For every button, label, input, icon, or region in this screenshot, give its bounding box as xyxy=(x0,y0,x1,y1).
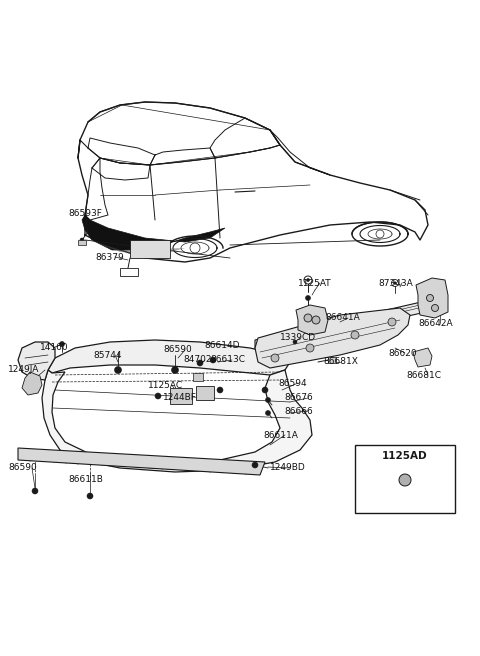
Text: 1244BF: 1244BF xyxy=(163,394,197,403)
Circle shape xyxy=(392,279,398,287)
Circle shape xyxy=(271,354,279,362)
Bar xyxy=(78,240,86,245)
Text: 1249BD: 1249BD xyxy=(270,464,306,472)
Bar xyxy=(193,373,203,381)
Circle shape xyxy=(197,360,203,366)
Text: 86676: 86676 xyxy=(284,394,313,403)
Circle shape xyxy=(293,340,297,344)
Polygon shape xyxy=(42,370,312,472)
Text: 86594: 86594 xyxy=(278,379,307,388)
Polygon shape xyxy=(296,305,328,335)
Text: 86593F: 86593F xyxy=(68,209,102,218)
Text: 86681X: 86681X xyxy=(323,358,358,367)
Bar xyxy=(355,445,455,513)
Circle shape xyxy=(60,342,64,346)
Polygon shape xyxy=(18,448,265,475)
Text: 86620: 86620 xyxy=(388,348,417,358)
Circle shape xyxy=(217,387,223,393)
Polygon shape xyxy=(90,240,185,255)
Text: 1249JA: 1249JA xyxy=(8,365,39,375)
Text: 86642A: 86642A xyxy=(418,319,453,327)
Polygon shape xyxy=(82,215,225,250)
Polygon shape xyxy=(22,372,42,395)
Text: 86590: 86590 xyxy=(8,464,37,472)
Circle shape xyxy=(262,387,268,393)
Text: 1125AC: 1125AC xyxy=(148,380,183,390)
Polygon shape xyxy=(255,300,435,350)
Circle shape xyxy=(265,398,271,403)
Bar xyxy=(170,388,192,404)
Text: 86611B: 86611B xyxy=(68,476,103,485)
Polygon shape xyxy=(18,342,55,380)
Circle shape xyxy=(312,316,320,324)
Polygon shape xyxy=(416,278,448,318)
Circle shape xyxy=(306,344,314,352)
Text: 86681C: 86681C xyxy=(406,371,441,380)
Text: 87343A: 87343A xyxy=(378,279,413,287)
Text: 1125AT: 1125AT xyxy=(298,279,332,287)
Circle shape xyxy=(307,279,310,281)
Bar xyxy=(328,357,336,363)
Circle shape xyxy=(394,282,396,284)
Circle shape xyxy=(210,357,216,363)
Circle shape xyxy=(304,314,312,322)
Circle shape xyxy=(115,367,121,373)
Polygon shape xyxy=(48,340,290,375)
Text: 1339CD: 1339CD xyxy=(280,333,316,342)
Circle shape xyxy=(155,393,161,399)
Text: 86641A: 86641A xyxy=(325,314,360,323)
Circle shape xyxy=(171,367,179,373)
Polygon shape xyxy=(413,348,432,367)
Text: 86614D: 86614D xyxy=(204,340,240,350)
Circle shape xyxy=(304,276,312,284)
Circle shape xyxy=(252,462,258,468)
Circle shape xyxy=(87,493,93,499)
Circle shape xyxy=(190,243,200,253)
Circle shape xyxy=(32,488,38,494)
Circle shape xyxy=(427,295,433,302)
Circle shape xyxy=(351,331,359,339)
Bar xyxy=(120,268,138,276)
Text: 1125AD: 1125AD xyxy=(382,451,428,461)
Circle shape xyxy=(388,318,396,326)
Text: 86666: 86666 xyxy=(284,407,313,415)
Circle shape xyxy=(399,474,411,486)
Text: 86613C: 86613C xyxy=(210,356,245,365)
Text: 84702: 84702 xyxy=(183,356,212,365)
Polygon shape xyxy=(255,308,410,368)
Bar xyxy=(130,240,170,258)
Circle shape xyxy=(305,295,311,300)
Text: 86379: 86379 xyxy=(95,253,124,262)
Circle shape xyxy=(80,238,84,242)
Circle shape xyxy=(432,304,439,312)
Circle shape xyxy=(376,230,384,238)
Text: 86590: 86590 xyxy=(163,346,192,354)
Text: 14160: 14160 xyxy=(40,342,69,352)
Circle shape xyxy=(265,411,271,415)
Bar xyxy=(196,386,214,400)
Text: 85744: 85744 xyxy=(93,350,121,359)
Text: 86611A: 86611A xyxy=(263,430,298,440)
